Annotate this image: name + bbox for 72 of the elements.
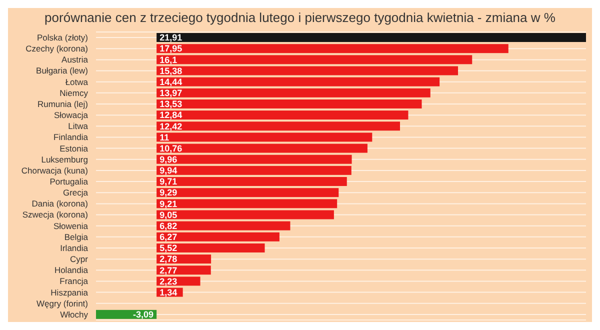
data-label: 5,52 [160,243,178,254]
data-label: 12,42 [160,121,182,132]
data-label: 10,76 [160,143,182,154]
y-tick-label: Austria [62,54,88,65]
y-tick-label: Portugalia [50,176,88,187]
bar [156,132,372,142]
y-tick-label: Węgry (forint) [36,298,88,308]
data-label: -3,09 [133,310,154,320]
data-label: 9,29 [160,188,178,198]
bar [156,110,408,120]
data-label: 21,91 [160,32,182,43]
y-tick-label: Grecja [62,188,88,198]
bar [156,122,400,131]
data-label: 13,97 [160,88,182,98]
data-label: 15,38 [160,66,182,76]
data-label: 16,1 [160,54,178,65]
bar [156,33,586,42]
data-label: 2,77 [160,265,178,276]
data-label: 12,84 [160,110,182,120]
bar [156,88,430,98]
bar [156,44,508,54]
y-tick-label: Estonia [60,143,88,154]
data-label: 13,53 [160,99,182,110]
y-tick-label: Rumunia (lej) [37,98,88,109]
y-tick-label: Słowenia [54,220,88,231]
bar [156,166,352,175]
data-label: 6,27 [160,232,178,242]
data-label: 9,71 [160,176,178,187]
y-tick-label: Polska (złoty) [36,32,88,43]
y-tick-label: Litwa [68,121,88,132]
y-tick-label: Francja [60,276,88,286]
data-label: 17,95 [160,44,182,54]
bar [156,188,339,198]
y-tick-label: Finlandia [54,132,88,142]
y-tick-label: Irlandia [60,242,88,253]
bar [156,55,472,64]
y-tick-label: Luksemburg [41,154,88,164]
y-tick-label: Chorwacja (kuna) [21,165,88,176]
data-label: 9,21 [160,198,178,209]
y-tick-label: Cypr [70,254,88,264]
data-label: 9,05 [160,210,178,220]
y-tick-label: Hiszpania [50,287,88,298]
bar [156,144,368,153]
y-tick-label: Słowacja [54,110,88,120]
bar [156,177,347,186]
y-tick-label: Holandia [54,265,88,276]
data-label: 2,23 [160,276,178,286]
bar [156,199,338,208]
data-label: 6,82 [160,220,178,231]
data-label: 14,44 [160,76,182,87]
y-tick-label: Bułgaria (lew) [36,66,88,76]
bar [156,210,334,220]
data-label: 9,94 [160,166,178,176]
data-label: 11 [160,132,170,142]
y-tick-label: Łotwa [65,76,88,87]
bar [156,232,280,242]
bar [156,243,265,252]
bar [156,154,352,164]
y-tick-label: Niemcy [60,88,89,98]
y-tick-label: Szwecja (korona) [22,210,88,220]
bar [156,77,440,86]
y-tick-label: Belgia [64,232,88,242]
data-label: 9,96 [160,154,178,164]
bar [156,221,290,230]
bar [156,66,458,76]
chart-title: porównanie cen z trzeciego tygodnia lutego i pierwszego tygodnia kwietnia - zmiana w % [44,9,556,27]
y-tick-label: Czechy (korona) [26,44,88,54]
bar [156,99,422,108]
data-label: 1,34 [160,287,178,298]
data-label: 2,78 [160,254,178,264]
y-tick-label: Dania (korona) [32,198,88,209]
y-tick-label: Włochy [60,309,89,320]
